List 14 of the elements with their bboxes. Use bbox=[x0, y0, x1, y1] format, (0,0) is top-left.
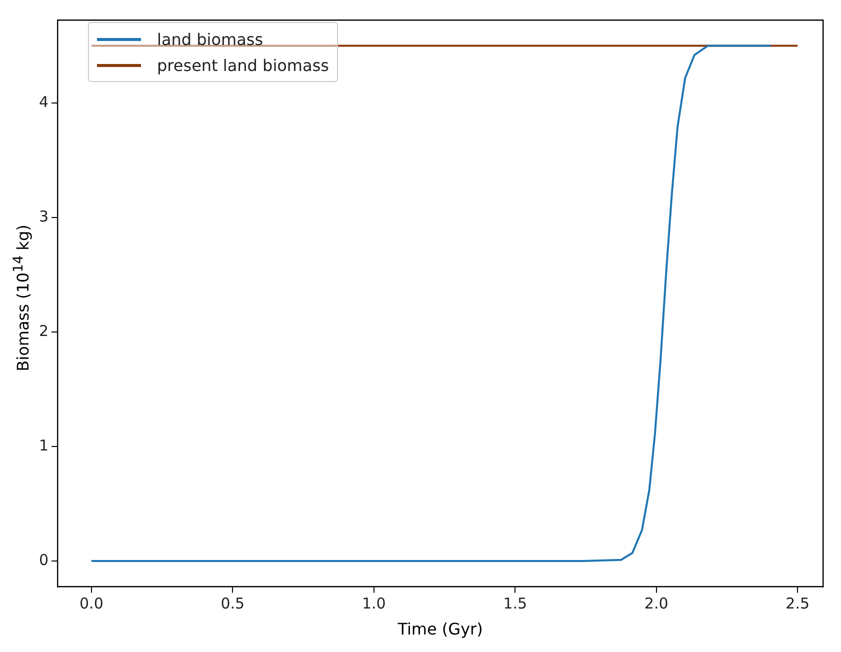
x-axis-title: Time (Gyr) bbox=[396, 620, 483, 639]
y-tick-label: 2 bbox=[38, 322, 49, 340]
legend-label: present land biomass bbox=[157, 56, 329, 74]
x-tick-label: 1.0 bbox=[362, 594, 386, 613]
x-tick-label: 2.5 bbox=[786, 594, 810, 613]
y-tick-label: 0 bbox=[38, 550, 49, 569]
y-tick-label: 4 bbox=[38, 92, 49, 111]
x-tick-label: 1.5 bbox=[503, 594, 528, 613]
x-tick-label: 0.0 bbox=[80, 594, 104, 613]
legend-label: land biomass bbox=[157, 30, 264, 48]
y-tick-label: 3 bbox=[38, 207, 49, 226]
y-tick-label: 1 bbox=[38, 436, 49, 454]
x-tick-label: 2.0 bbox=[644, 594, 668, 613]
x-tick-label: 0.5 bbox=[220, 594, 245, 613]
